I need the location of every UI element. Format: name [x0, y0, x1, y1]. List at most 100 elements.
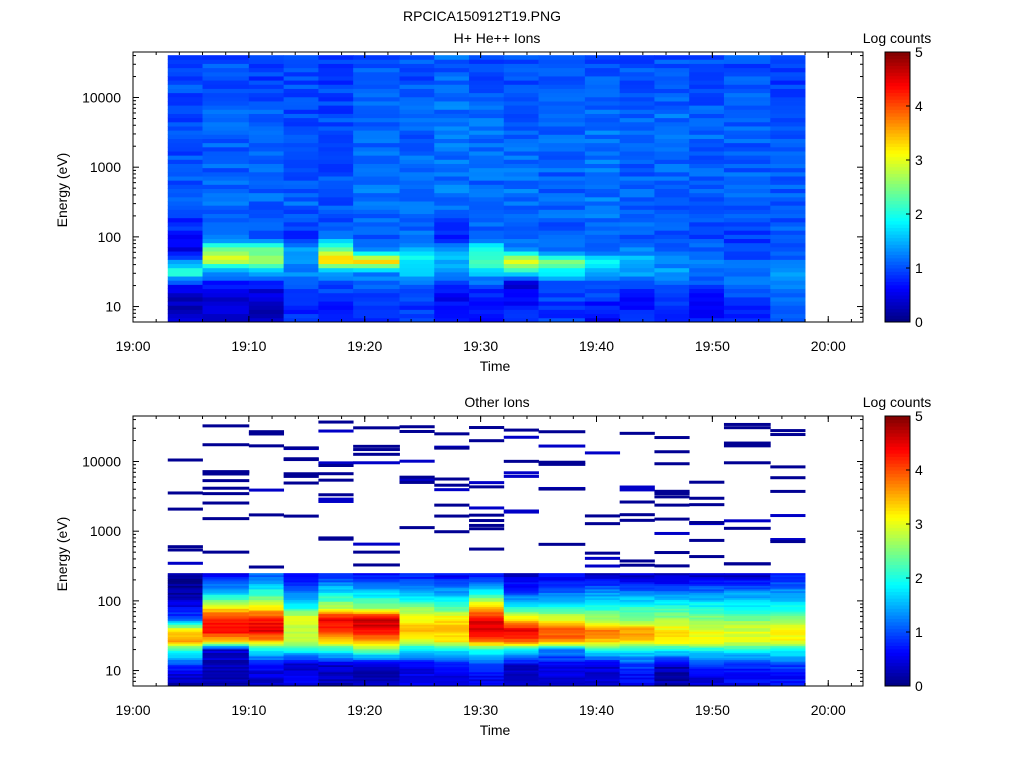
heatmap-cell — [434, 652, 470, 655]
heatmap-cell — [399, 606, 435, 609]
heatmap-cell — [434, 675, 470, 678]
heatmap-cell — [283, 661, 319, 664]
heatmap-cell — [770, 246, 806, 252]
heatmap-cell — [283, 634, 319, 638]
heatmap-cell — [654, 573, 690, 576]
heatmap-cell — [399, 271, 435, 277]
heatmap-cell — [538, 631, 586, 634]
heatmap-cell — [167, 656, 203, 659]
heatmap-cell — [283, 221, 319, 227]
heatmap-cell — [434, 589, 470, 592]
heatmap-cell — [434, 618, 470, 622]
heatmap-cell — [202, 280, 250, 285]
heatmap-cell — [434, 617, 470, 620]
heatmap-cell — [434, 680, 470, 683]
heatmap-cell — [248, 217, 285, 223]
heatmap-cell — [248, 604, 285, 608]
heatmap-cell — [689, 288, 725, 294]
heatmap-cell — [654, 661, 690, 664]
heatmap-cell — [167, 545, 203, 549]
heatmap-cell — [399, 459, 435, 463]
heatmap-cell — [399, 599, 435, 602]
heatmap-cell — [469, 670, 505, 673]
heatmap-cell — [283, 592, 319, 595]
heatmap-cell — [770, 276, 806, 281]
heatmap-cell — [283, 171, 319, 177]
heatmap-cell — [723, 666, 771, 669]
heatmap-cell — [584, 251, 621, 256]
heatmap-cell — [434, 446, 470, 450]
heatmap-cell — [469, 604, 505, 608]
heatmap-cell — [689, 221, 725, 227]
heatmap-cell — [469, 284, 505, 290]
heatmap-cell — [318, 629, 354, 632]
colorbar-segment — [885, 605, 910, 609]
heatmap-cell — [538, 134, 586, 139]
colorbar-segment — [885, 68, 910, 73]
heatmap-cell — [723, 652, 771, 655]
heatmap-cell — [503, 673, 539, 676]
heatmap-cell — [318, 292, 354, 298]
heatmap-cell — [167, 578, 203, 581]
heatmap-cell — [283, 608, 319, 611]
heatmap-cell — [399, 205, 435, 210]
heatmap-cell — [770, 599, 806, 602]
heatmap-cell — [283, 276, 319, 281]
heatmap-cell — [538, 163, 586, 169]
heatmap-cell — [353, 105, 400, 110]
heatmap-cell — [399, 634, 435, 638]
heatmap-cell — [689, 126, 725, 131]
heatmap-cell — [434, 296, 470, 302]
heatmap-cell — [503, 255, 539, 260]
heatmap-cell — [283, 246, 319, 252]
heatmap-cell — [353, 309, 400, 315]
heatmap-cell — [167, 608, 203, 611]
heatmap-cell — [469, 163, 505, 169]
heatmap-cell — [353, 627, 400, 630]
heatmap-cell — [503, 636, 539, 639]
heatmap-cell — [469, 288, 505, 294]
heatmap-cell — [538, 580, 586, 583]
heatmap-cell — [202, 640, 250, 643]
heatmap-cell — [723, 441, 771, 445]
heatmap-cell — [167, 267, 203, 273]
heatmap-cell — [503, 668, 539, 671]
x-tick-label: 19:50 — [695, 338, 730, 354]
heatmap-cell — [619, 263, 655, 269]
heatmap-cell — [399, 425, 435, 429]
heatmap-cell — [248, 88, 285, 94]
heatmap-cell — [202, 146, 250, 152]
colorbar-segment — [885, 655, 910, 660]
heatmap-cell — [723, 636, 771, 639]
heatmap-cell — [248, 611, 285, 615]
heatmap-cell — [353, 645, 400, 648]
heatmap-cell — [584, 101, 621, 106]
heatmap-cell — [202, 271, 250, 277]
heatmap-cell — [167, 221, 203, 227]
heatmap-cell — [318, 594, 354, 597]
heatmap-cell — [689, 63, 725, 69]
heatmap-cell — [584, 633, 621, 636]
heatmap-cell — [723, 645, 771, 648]
heatmap-cell — [654, 267, 690, 273]
heatmap-cell — [689, 276, 725, 281]
heatmap-cell — [469, 597, 505, 600]
heatmap-cell — [469, 645, 505, 648]
heatmap-cell — [503, 292, 539, 298]
heatmap-cell — [434, 313, 470, 319]
heatmap-cell — [619, 622, 655, 625]
heatmap-cell — [248, 213, 285, 219]
heatmap-cell — [318, 138, 354, 144]
heatmap-cell — [619, 610, 655, 613]
heatmap-cell — [283, 317, 319, 323]
heatmap-cell — [353, 641, 400, 645]
colorbar-segment — [885, 95, 910, 100]
heatmap-cell — [503, 594, 539, 597]
heatmap-cell — [689, 615, 725, 618]
heatmap-cell — [167, 682, 203, 685]
heatmap-cell — [248, 627, 285, 630]
x-axis-label: Time — [480, 722, 511, 738]
heatmap-cell — [469, 176, 505, 181]
heatmap-cell — [538, 640, 586, 643]
heatmap-cell — [689, 84, 725, 89]
